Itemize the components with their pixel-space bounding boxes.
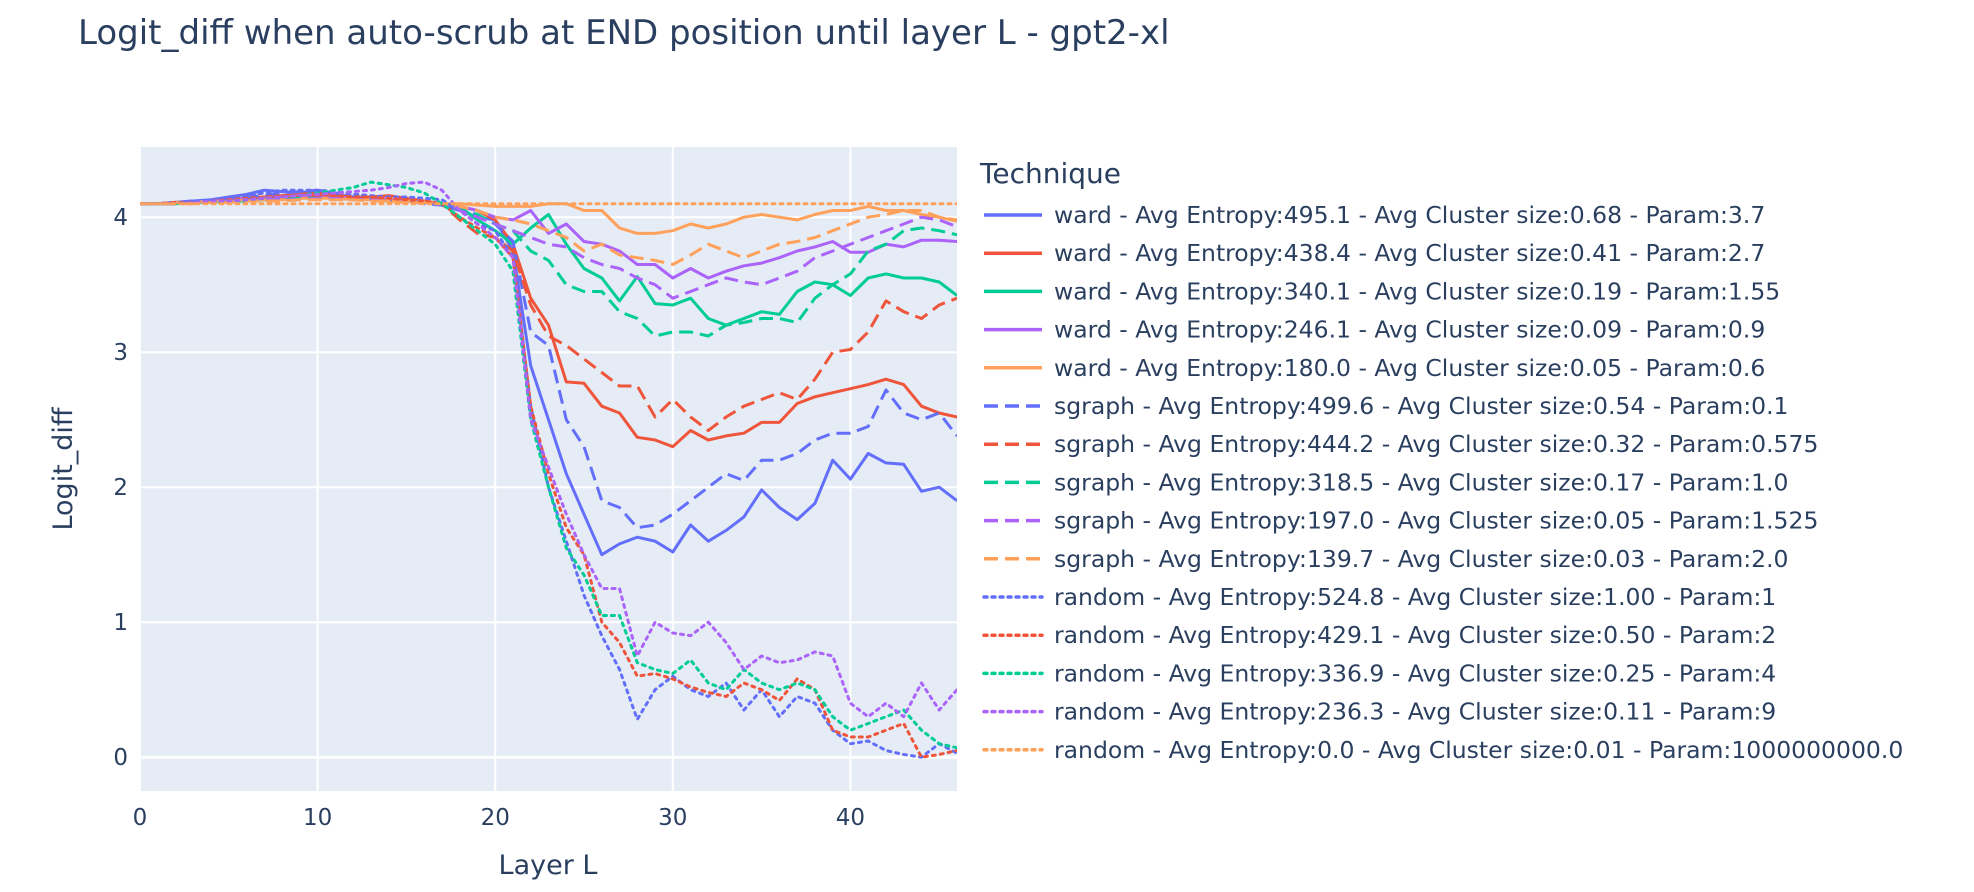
y-tick-label: 2 [113, 475, 128, 501]
legend-item[interactable]: random - Avg Entropy:0.0 - Avg Cluster s… [982, 736, 1903, 764]
y-axis-title: Logit_diff [48, 406, 79, 530]
legend-label: random - Avg Entropy:236.3 - Avg Cluster… [1054, 698, 1776, 726]
series-lines [140, 180, 957, 759]
legend-item[interactable]: random - Avg Entropy:524.8 - Avg Cluster… [982, 583, 1776, 611]
x-axis-title: Layer L [499, 850, 598, 881]
legend-item[interactable]: ward - Avg Entropy:340.1 - Avg Cluster s… [984, 277, 1780, 305]
x-tick-label: 20 [481, 805, 510, 831]
legend-label: ward - Avg Entropy:438.4 - Avg Cluster s… [1054, 239, 1765, 267]
legend-item[interactable]: ward - Avg Entropy:495.1 - Avg Cluster s… [984, 201, 1765, 229]
legend-label: sgraph - Avg Entropy:318.5 - Avg Cluster… [1054, 468, 1789, 496]
x-tick-label: 10 [303, 805, 332, 831]
legend-label: ward - Avg Entropy:180.0 - Avg Cluster s… [1054, 354, 1765, 382]
legend-item[interactable]: sgraph - Avg Entropy:197.0 - Avg Cluster… [984, 507, 1818, 535]
legend-label: ward - Avg Entropy:340.1 - Avg Cluster s… [1054, 277, 1780, 305]
legend-item[interactable]: ward - Avg Entropy:438.4 - Avg Cluster s… [984, 239, 1765, 267]
legend-label: sgraph - Avg Entropy:444.2 - Avg Cluster… [1054, 430, 1818, 458]
legend-label: ward - Avg Entropy:495.1 - Avg Cluster s… [1054, 201, 1765, 229]
series-line-10 [140, 198, 957, 266]
chart-title: Logit_diff when auto-scrub at END positi… [78, 13, 1170, 53]
y-tick-label: 3 [113, 340, 128, 366]
y-tick-label: 1 [113, 610, 128, 636]
legend-label: sgraph - Avg Entropy:197.0 - Avg Cluster… [1054, 507, 1818, 535]
y-tick-label: 0 [113, 745, 128, 771]
series-line-6 [140, 188, 957, 530]
x-tick-label: 40 [836, 805, 865, 831]
legend-item[interactable]: random - Avg Entropy:429.1 - Avg Cluster… [982, 621, 1776, 649]
legend: Technique ward - Avg Entropy:495.1 - Avg… [979, 157, 1903, 764]
x-tick-label: 0 [133, 805, 148, 831]
legend-title: Technique [979, 157, 1121, 190]
legend-label: random - Avg Entropy:524.8 - Avg Cluster… [1054, 583, 1776, 611]
legend-label: random - Avg Entropy:0.0 - Avg Cluster s… [1054, 736, 1903, 764]
legend-item[interactable]: ward - Avg Entropy:246.1 - Avg Cluster s… [984, 316, 1765, 344]
legend-item[interactable]: random - Avg Entropy:236.3 - Avg Cluster… [982, 698, 1776, 726]
legend-label: ward - Avg Entropy:246.1 - Avg Cluster s… [1054, 316, 1765, 344]
legend-item[interactable]: sgraph - Avg Entropy:499.6 - Avg Cluster… [984, 392, 1789, 420]
x-tick-label: 30 [658, 805, 687, 831]
legend-item[interactable]: sgraph - Avg Entropy:139.7 - Avg Cluster… [984, 545, 1789, 573]
series-line-14 [140, 180, 957, 719]
legend-item[interactable]: ward - Avg Entropy:180.0 - Avg Cluster s… [984, 354, 1765, 382]
legend-item[interactable]: sgraph - Avg Entropy:318.5 - Avg Cluster… [984, 468, 1789, 496]
legend-label: sgraph - Avg Entropy:139.7 - Avg Cluster… [1054, 545, 1789, 573]
y-tick-label: 4 [113, 205, 128, 231]
tick-labels: 0 10 20 30 40 0 1 2 3 4 [113, 205, 865, 831]
legend-item[interactable]: sgraph - Avg Entropy:444.2 - Avg Cluster… [984, 430, 1818, 458]
legend-label: sgraph - Avg Entropy:499.6 - Avg Cluster… [1054, 392, 1789, 420]
legend-item[interactable]: random - Avg Entropy:336.9 - Avg Cluster… [982, 659, 1776, 687]
series-line-11 [140, 188, 957, 759]
legend-label: random - Avg Entropy:429.1 - Avg Cluster… [1054, 621, 1776, 649]
legend-label: random - Avg Entropy:336.9 - Avg Cluster… [1054, 659, 1776, 687]
